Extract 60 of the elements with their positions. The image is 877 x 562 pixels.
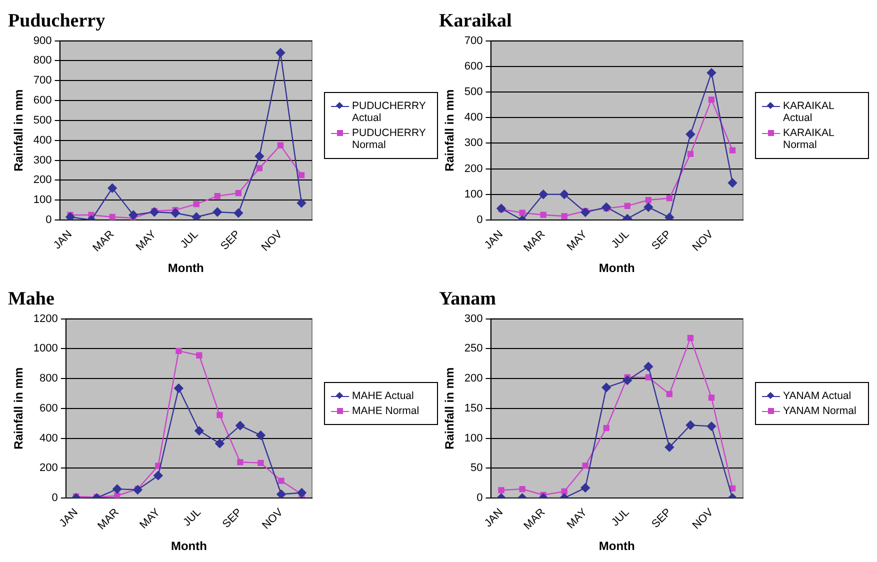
y-tick-label: 100 [33, 194, 52, 206]
legend-label: YANAM Actual [783, 390, 852, 402]
y-tick-label: 1200 [33, 312, 58, 325]
y-tick-label: 700 [464, 34, 483, 47]
legend-label: PUDUCHERRY Normal [352, 126, 427, 150]
x-tick-label: JAN [51, 228, 75, 252]
chart-title: Puducherry [8, 10, 106, 32]
y-tick-label: 600 [464, 60, 483, 72]
legend-label: PUDUCHERRY Actual [352, 100, 427, 124]
y-tick-label: 400 [464, 112, 483, 124]
x-tick-label: JUL [609, 506, 632, 529]
y-tick-label: 700 [33, 74, 52, 87]
y-tick-label: 300 [464, 312, 483, 325]
y-tick-label: 100 [464, 188, 483, 200]
legend-label: MAHE Normal [352, 404, 420, 416]
y-tick-label: 250 [464, 342, 483, 355]
x-tick-label: JAN [57, 506, 80, 530]
y-axis-title: Rainfall in mm [12, 89, 26, 172]
x-axis-title: Month [168, 261, 204, 276]
y-axis-title: Rainfall in mm [442, 367, 457, 450]
y-tick-label: 0 [476, 214, 483, 226]
y-tick-label: 400 [33, 134, 52, 146]
x-axis-title: Month [598, 539, 635, 554]
y-tick-label: 200 [464, 372, 483, 385]
y-tick-label: 500 [464, 86, 483, 98]
legend-label: KARAIKAL Actual [783, 100, 835, 124]
y-tick-label: 300 [464, 137, 483, 150]
y-tick-label: 50 [470, 462, 483, 474]
y-tick-label: 0 [476, 492, 483, 504]
legend-label: YANAM Normal [783, 404, 856, 416]
y-tick-label: 400 [40, 432, 58, 444]
x-tick-label: JAN [482, 228, 506, 252]
y-axis-title: Rainfall in mm [12, 367, 26, 450]
y-tick-label: 200 [40, 462, 58, 474]
y-tick-label: 200 [464, 162, 483, 175]
y-tick-label: 200 [33, 174, 52, 186]
y-tick-label: 500 [33, 114, 52, 126]
y-tick-label: 900 [33, 34, 52, 47]
y-tick-label: 150 [464, 402, 483, 414]
x-tick-label: JUL [178, 228, 201, 251]
chart-title: Karaikal [439, 10, 512, 32]
legend-label: KARAIKAL Normal [783, 126, 835, 150]
x-tick-label: JAN [482, 506, 506, 530]
y-tick-label: 0 [52, 492, 58, 504]
y-tick-label: 800 [33, 54, 52, 67]
legend-label: MAHE Actual [352, 390, 414, 402]
chart-title: Mahe [8, 288, 54, 310]
x-axis-title: Month [598, 261, 635, 276]
x-tick-label: JUL [609, 228, 632, 251]
y-tick-label: 600 [40, 402, 58, 414]
x-axis-title: Month [170, 539, 207, 554]
y-tick-label: 1000 [33, 342, 58, 355]
chart-title: Yanam [439, 288, 496, 310]
y-tick-label: 600 [33, 94, 52, 107]
y-tick-label: 300 [33, 154, 52, 166]
y-axis-title: Rainfall in mm [442, 89, 457, 172]
y-tick-label: 100 [464, 432, 483, 444]
y-tick-label: 800 [40, 372, 58, 385]
x-tick-label: JUL [181, 506, 204, 529]
y-tick-label: 0 [46, 214, 52, 226]
